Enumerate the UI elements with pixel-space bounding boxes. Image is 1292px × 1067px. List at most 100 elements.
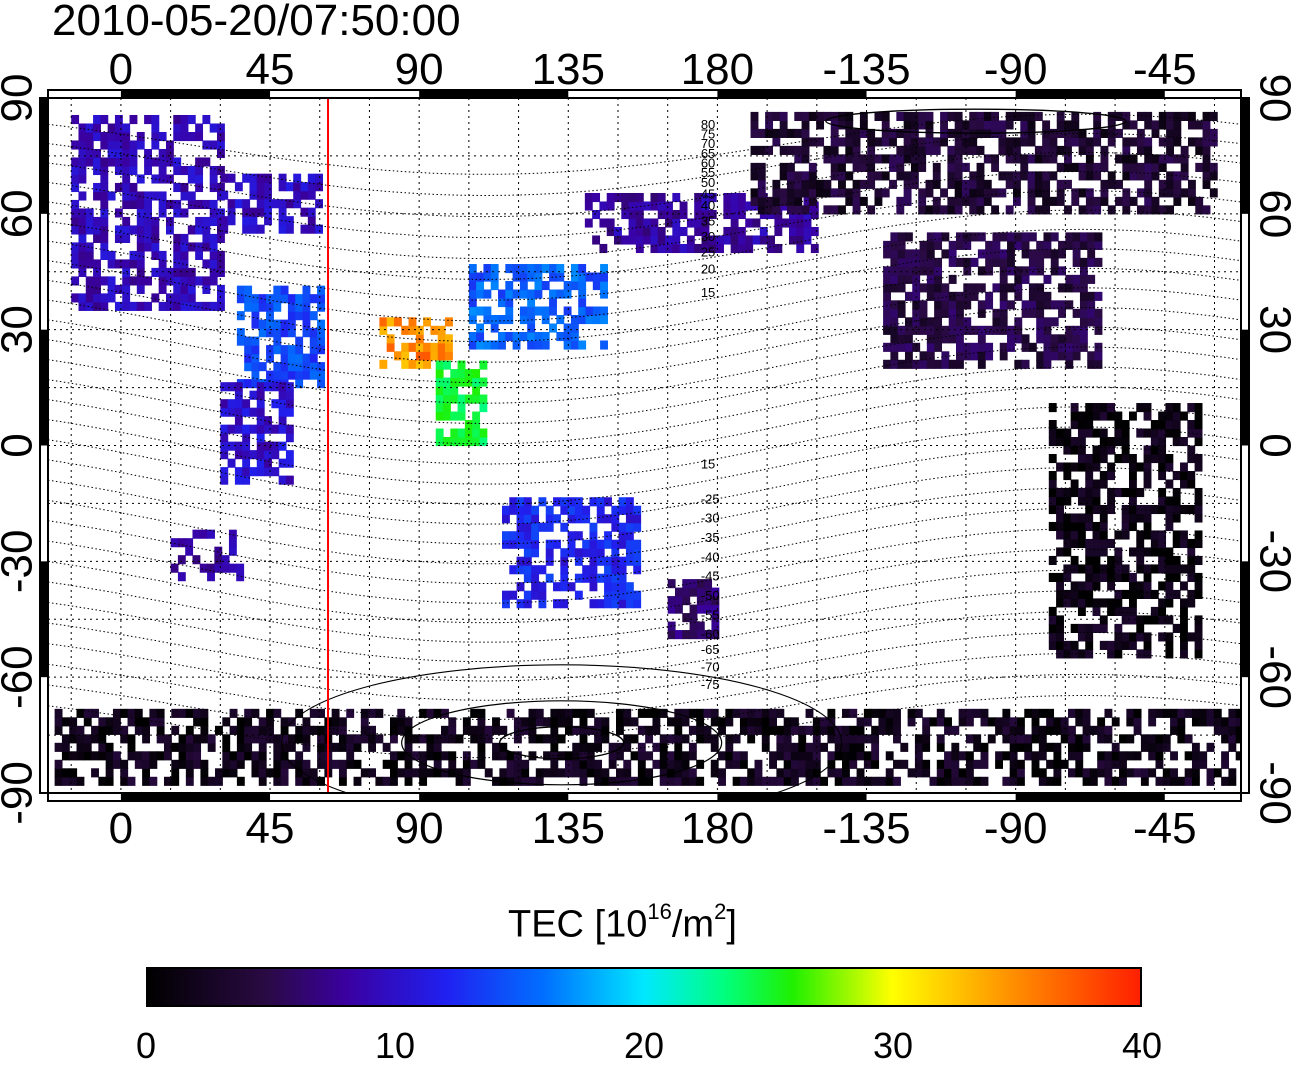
tec-cell: [1140, 776, 1149, 786]
tec-cell: [991, 111, 1000, 121]
tec-cell: [1150, 504, 1159, 515]
tec-cell: [1143, 504, 1152, 515]
tec-cell: [165, 276, 174, 286]
tec-cell: [61, 776, 70, 786]
tec-cell: [54, 725, 63, 735]
tec-cell: [739, 776, 748, 786]
tec-cell: [214, 563, 223, 573]
tec-cell: [397, 717, 406, 727]
tec-cell: [437, 342, 446, 352]
tec-cell: [616, 776, 624, 786]
tec-cell: [180, 191, 189, 201]
tec-cell: [1075, 759, 1084, 769]
tec-cell: [980, 759, 989, 769]
tec-cell: [1206, 708, 1215, 718]
tec-cell: [1085, 555, 1094, 566]
tec-cell: [227, 407, 236, 417]
tec-cell: [346, 708, 355, 718]
tec-cell: [1056, 120, 1065, 130]
tec-cell: [667, 717, 675, 727]
tec-cell: [177, 555, 186, 565]
tec-cell: [1150, 445, 1159, 455]
tec-cell: [202, 301, 211, 311]
tec-region-antarctica: [54, 708, 1241, 786]
tec-cell: [450, 437, 459, 447]
tec-cell: [969, 111, 978, 121]
tec-cell: [592, 272, 601, 282]
tec-cell: [1206, 776, 1215, 786]
tec-cell: [823, 205, 832, 215]
tec-cell: [441, 751, 449, 761]
tec-cell: [1143, 521, 1152, 532]
tec-cell: [919, 317, 928, 327]
tec-cell: [85, 131, 94, 142]
tec-cell: [596, 599, 605, 609]
tec-cell: [934, 342, 943, 352]
tec-cell: [1053, 717, 1062, 727]
tec-cell: [1014, 359, 1023, 369]
colorbar-tick-label: 30: [872, 1025, 914, 1066]
tec-cell: [234, 424, 243, 434]
tec-cell: [1148, 717, 1157, 727]
tec-cell: [443, 360, 451, 370]
tec-cell: [1085, 137, 1094, 147]
tec-cell: [1177, 725, 1186, 735]
tec-cell: [1136, 462, 1145, 472]
tec-cell: [667, 768, 675, 778]
tec-cell: [122, 140, 131, 150]
tec-cell: [483, 272, 492, 282]
tec-cell: [512, 340, 521, 350]
tec-cell: [776, 751, 785, 761]
tec-cell: [616, 742, 624, 752]
tec-cell: [200, 717, 209, 727]
mlat-contour: [48, 209, 1241, 280]
tec-cell: [1043, 351, 1052, 361]
tec-cell: [1194, 530, 1203, 540]
tec-cell: [614, 192, 622, 203]
tec-cell: [560, 497, 569, 507]
tec-cell: [271, 199, 280, 209]
tec-cell: [545, 556, 554, 566]
tec-cell: [1136, 487, 1145, 498]
tec-cell: [1187, 188, 1196, 198]
tec-cell: [999, 257, 1008, 267]
tec-cell: [144, 208, 152, 218]
tec-cell: [1173, 171, 1182, 181]
tec-cell: [1126, 734, 1135, 744]
tec-cell: [941, 249, 950, 259]
tec-cell: [531, 505, 540, 515]
tec-cell: [812, 717, 821, 727]
tec-cell: [757, 145, 766, 155]
tec-cell: [674, 734, 683, 744]
tec-cell: [570, 314, 579, 325]
tec-cell: [455, 734, 464, 744]
tec-cell: [969, 120, 978, 130]
tec-cell: [1148, 708, 1157, 718]
tec-cell: [187, 284, 196, 294]
tec-cell: [502, 505, 510, 515]
tec-cell: [401, 359, 410, 369]
tec-cell: [1092, 479, 1101, 489]
tec-cell: [1107, 120, 1116, 130]
tec-cell: [1128, 572, 1137, 583]
tec-cell: [745, 235, 754, 245]
tec-cell: [883, 274, 891, 284]
tec-cell: [732, 759, 741, 769]
tec-cell: [249, 390, 258, 400]
tec-cell: [1027, 120, 1036, 130]
tec-cell: [563, 289, 572, 299]
tec-cell: [803, 209, 812, 220]
tec-cell: [227, 458, 236, 468]
tec-cell: [739, 751, 748, 761]
tec-cell: [934, 257, 943, 267]
tec-cell: [786, 145, 795, 155]
tec-cell: [158, 208, 167, 218]
tec-cell: [249, 467, 258, 477]
tec-cell: [1077, 632, 1086, 642]
tec-cell: [258, 742, 267, 752]
tec-cell: [295, 362, 304, 372]
tec-cell: [932, 145, 941, 155]
tec-cell: [280, 768, 289, 778]
tec-cell: [266, 345, 274, 355]
tec-cell: [234, 441, 243, 451]
